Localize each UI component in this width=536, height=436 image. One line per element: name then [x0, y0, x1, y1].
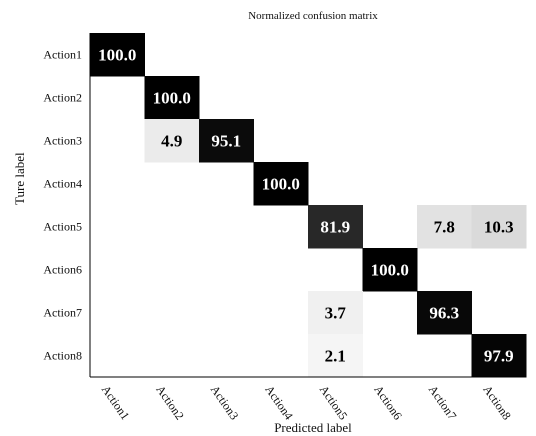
cell-value-label: 100.0 — [262, 175, 300, 194]
heatmap-cell — [253, 162, 309, 206]
y-tick-label: Action6 — [43, 263, 82, 277]
x-axis-label: Predicted label — [274, 420, 352, 435]
x-tick-label: Action2 — [153, 383, 187, 423]
cell-value-label: 10.3 — [484, 218, 514, 237]
y-tick-label: Action2 — [43, 91, 82, 105]
cell-value-label: 95.1 — [211, 132, 241, 151]
cell-value-label: 100.0 — [153, 89, 191, 108]
heatmap-cell — [308, 291, 363, 335]
cell-value-label: 97.9 — [484, 347, 514, 366]
y-tick-label: Action8 — [43, 349, 82, 363]
cell-value-label: 7.8 — [434, 218, 455, 237]
heatmap-cell — [308, 205, 363, 249]
y-tick-label: Action3 — [43, 134, 82, 148]
cell-value-label: 81.9 — [320, 218, 350, 237]
x-tick-label: Action8 — [480, 383, 514, 423]
heatmap-cell — [471, 334, 527, 378]
heatmap-cell — [90, 33, 145, 77]
cell-value-label: 3.7 — [325, 304, 347, 323]
cell-value-label: 96.3 — [429, 304, 459, 323]
x-tick-label: Action4 — [262, 383, 296, 423]
heatmap-cell — [471, 205, 527, 249]
y-tick-label: Action5 — [43, 220, 82, 234]
heatmap-cell — [199, 119, 254, 163]
y-tick-label: Action7 — [43, 306, 82, 320]
x-tick-label: Action3 — [208, 383, 242, 423]
heatmap-cell — [144, 119, 200, 163]
chart-title: Normalized confusion matrix — [248, 10, 378, 22]
heatmap-cell — [417, 291, 472, 335]
heatmap-cell — [308, 334, 363, 378]
heatmap-cell — [417, 205, 472, 249]
x-tick-label: Action7 — [426, 383, 460, 423]
x-tick-label: Action1 — [99, 383, 133, 423]
heatmap-cell — [362, 248, 418, 292]
cell-value-label: 100.0 — [98, 46, 136, 65]
x-tick-label: Action5 — [317, 383, 351, 423]
cell-value-label: 100.0 — [371, 261, 409, 280]
cell-value-label: 4.9 — [161, 132, 182, 151]
x-tick-label: Action6 — [371, 383, 405, 423]
y-tick-label: Action4 — [43, 177, 82, 191]
heatmap-cell — [144, 76, 200, 120]
y-tick-label: Action1 — [43, 48, 82, 62]
y-axis-label: Ture label — [12, 152, 27, 205]
cell-value-label: 2.1 — [325, 347, 346, 366]
